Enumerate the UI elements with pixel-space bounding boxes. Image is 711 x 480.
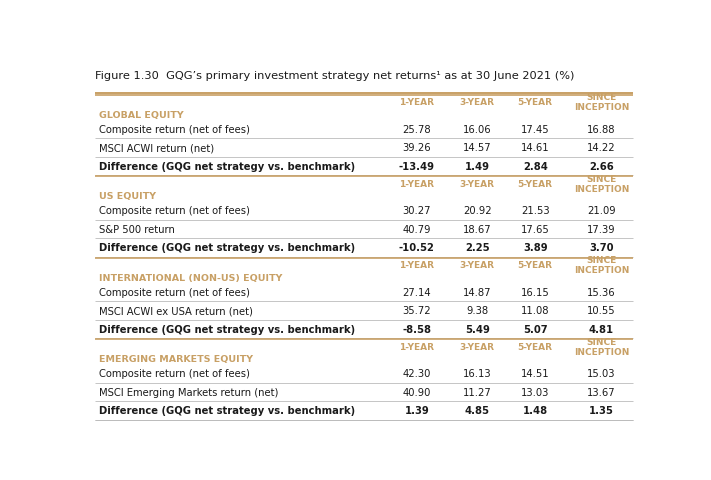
Text: 17.45: 17.45 bbox=[521, 125, 550, 134]
Text: 21.09: 21.09 bbox=[587, 206, 616, 216]
Text: 17.39: 17.39 bbox=[587, 225, 616, 235]
Text: 18.67: 18.67 bbox=[463, 225, 492, 235]
Text: 14.51: 14.51 bbox=[521, 369, 550, 379]
Text: S&P 500 return: S&P 500 return bbox=[99, 225, 175, 235]
Text: -13.49: -13.49 bbox=[399, 162, 434, 172]
Text: 17.65: 17.65 bbox=[521, 225, 550, 235]
Text: 10.55: 10.55 bbox=[587, 306, 616, 316]
Text: SINCE
INCEPTION: SINCE INCEPTION bbox=[574, 175, 629, 194]
Text: 15.03: 15.03 bbox=[587, 369, 616, 379]
Text: 39.26: 39.26 bbox=[402, 143, 431, 153]
Text: 5.49: 5.49 bbox=[465, 325, 490, 335]
Text: Composite return (net of fees): Composite return (net of fees) bbox=[99, 206, 250, 216]
Text: GLOBAL EQUITY: GLOBAL EQUITY bbox=[99, 111, 183, 120]
Text: Composite return (net of fees): Composite return (net of fees) bbox=[99, 125, 250, 134]
Text: 1-YEAR: 1-YEAR bbox=[400, 261, 434, 270]
Text: 40.79: 40.79 bbox=[402, 225, 431, 235]
Text: 14.61: 14.61 bbox=[521, 143, 550, 153]
Text: Difference (GQG net strategy vs. benchmark): Difference (GQG net strategy vs. benchma… bbox=[99, 243, 355, 253]
Text: 3.89: 3.89 bbox=[523, 243, 547, 253]
Text: MSCI ACWI return (net): MSCI ACWI return (net) bbox=[99, 143, 214, 153]
Text: 4.81: 4.81 bbox=[589, 325, 614, 335]
Text: 13.03: 13.03 bbox=[521, 388, 550, 397]
Text: 1-YEAR: 1-YEAR bbox=[400, 98, 434, 108]
Text: -8.58: -8.58 bbox=[402, 325, 432, 335]
Text: 40.90: 40.90 bbox=[402, 388, 431, 397]
Text: SINCE
INCEPTION: SINCE INCEPTION bbox=[574, 256, 629, 276]
Text: 5-YEAR: 5-YEAR bbox=[518, 98, 552, 108]
Text: 27.14: 27.14 bbox=[402, 288, 431, 298]
Text: 1.49: 1.49 bbox=[465, 162, 490, 172]
Text: 16.88: 16.88 bbox=[587, 125, 616, 134]
Text: Composite return (net of fees): Composite return (net of fees) bbox=[99, 288, 250, 298]
Text: 4.85: 4.85 bbox=[465, 406, 490, 416]
Text: 5-YEAR: 5-YEAR bbox=[518, 180, 552, 189]
Text: 1.39: 1.39 bbox=[405, 406, 429, 416]
Text: 3-YEAR: 3-YEAR bbox=[460, 180, 495, 189]
Text: 3-YEAR: 3-YEAR bbox=[460, 98, 495, 108]
Text: SINCE
INCEPTION: SINCE INCEPTION bbox=[574, 338, 629, 357]
Text: 5.07: 5.07 bbox=[523, 325, 547, 335]
Text: 3-YEAR: 3-YEAR bbox=[460, 261, 495, 270]
Text: 14.57: 14.57 bbox=[463, 143, 492, 153]
Text: 16.06: 16.06 bbox=[463, 125, 492, 134]
Text: Composite return (net of fees): Composite return (net of fees) bbox=[99, 369, 250, 379]
Text: 15.36: 15.36 bbox=[587, 288, 616, 298]
Text: 14.87: 14.87 bbox=[463, 288, 491, 298]
Text: Difference (GQG net strategy vs. benchmark): Difference (GQG net strategy vs. benchma… bbox=[99, 406, 355, 416]
Text: MSCI ACWI ex USA return (net): MSCI ACWI ex USA return (net) bbox=[99, 306, 252, 316]
Text: US EQUITY: US EQUITY bbox=[99, 192, 156, 201]
Text: 5-YEAR: 5-YEAR bbox=[518, 261, 552, 270]
Text: Figure 1.30  GQG’s primary investment strategy net returns¹ as at 30 June 2021 (: Figure 1.30 GQG’s primary investment str… bbox=[95, 71, 575, 81]
Text: 1.48: 1.48 bbox=[523, 406, 547, 416]
Text: 1-YEAR: 1-YEAR bbox=[400, 180, 434, 189]
Text: 21.53: 21.53 bbox=[521, 206, 550, 216]
Text: Difference (GQG net strategy vs. benchmark): Difference (GQG net strategy vs. benchma… bbox=[99, 162, 355, 172]
Text: 3-YEAR: 3-YEAR bbox=[460, 343, 495, 352]
Text: 14.22: 14.22 bbox=[587, 143, 616, 153]
Text: 2.84: 2.84 bbox=[523, 162, 547, 172]
Text: EMERGING MARKETS EQUITY: EMERGING MARKETS EQUITY bbox=[99, 355, 253, 364]
Text: 1.35: 1.35 bbox=[589, 406, 614, 416]
Text: 30.27: 30.27 bbox=[402, 206, 431, 216]
Text: 9.38: 9.38 bbox=[466, 306, 488, 316]
Text: MSCI Emerging Markets return (net): MSCI Emerging Markets return (net) bbox=[99, 388, 278, 397]
Text: 25.78: 25.78 bbox=[402, 125, 431, 134]
Text: 16.15: 16.15 bbox=[521, 288, 550, 298]
Text: 16.13: 16.13 bbox=[463, 369, 492, 379]
Text: SINCE
INCEPTION: SINCE INCEPTION bbox=[574, 93, 629, 112]
Text: 42.30: 42.30 bbox=[402, 369, 431, 379]
Text: 5-YEAR: 5-YEAR bbox=[518, 343, 552, 352]
Text: 1-YEAR: 1-YEAR bbox=[400, 343, 434, 352]
Text: Difference (GQG net strategy vs. benchmark): Difference (GQG net strategy vs. benchma… bbox=[99, 325, 355, 335]
Text: 35.72: 35.72 bbox=[402, 306, 431, 316]
Text: 2.25: 2.25 bbox=[465, 243, 490, 253]
Text: 13.67: 13.67 bbox=[587, 388, 616, 397]
Text: 11.08: 11.08 bbox=[521, 306, 550, 316]
Text: 3.70: 3.70 bbox=[589, 243, 614, 253]
Text: -10.52: -10.52 bbox=[399, 243, 434, 253]
Text: INTERNATIONAL (NON-US) EQUITY: INTERNATIONAL (NON-US) EQUITY bbox=[99, 274, 282, 283]
Text: 11.27: 11.27 bbox=[463, 388, 492, 397]
Text: 20.92: 20.92 bbox=[463, 206, 492, 216]
Text: 2.66: 2.66 bbox=[589, 162, 614, 172]
